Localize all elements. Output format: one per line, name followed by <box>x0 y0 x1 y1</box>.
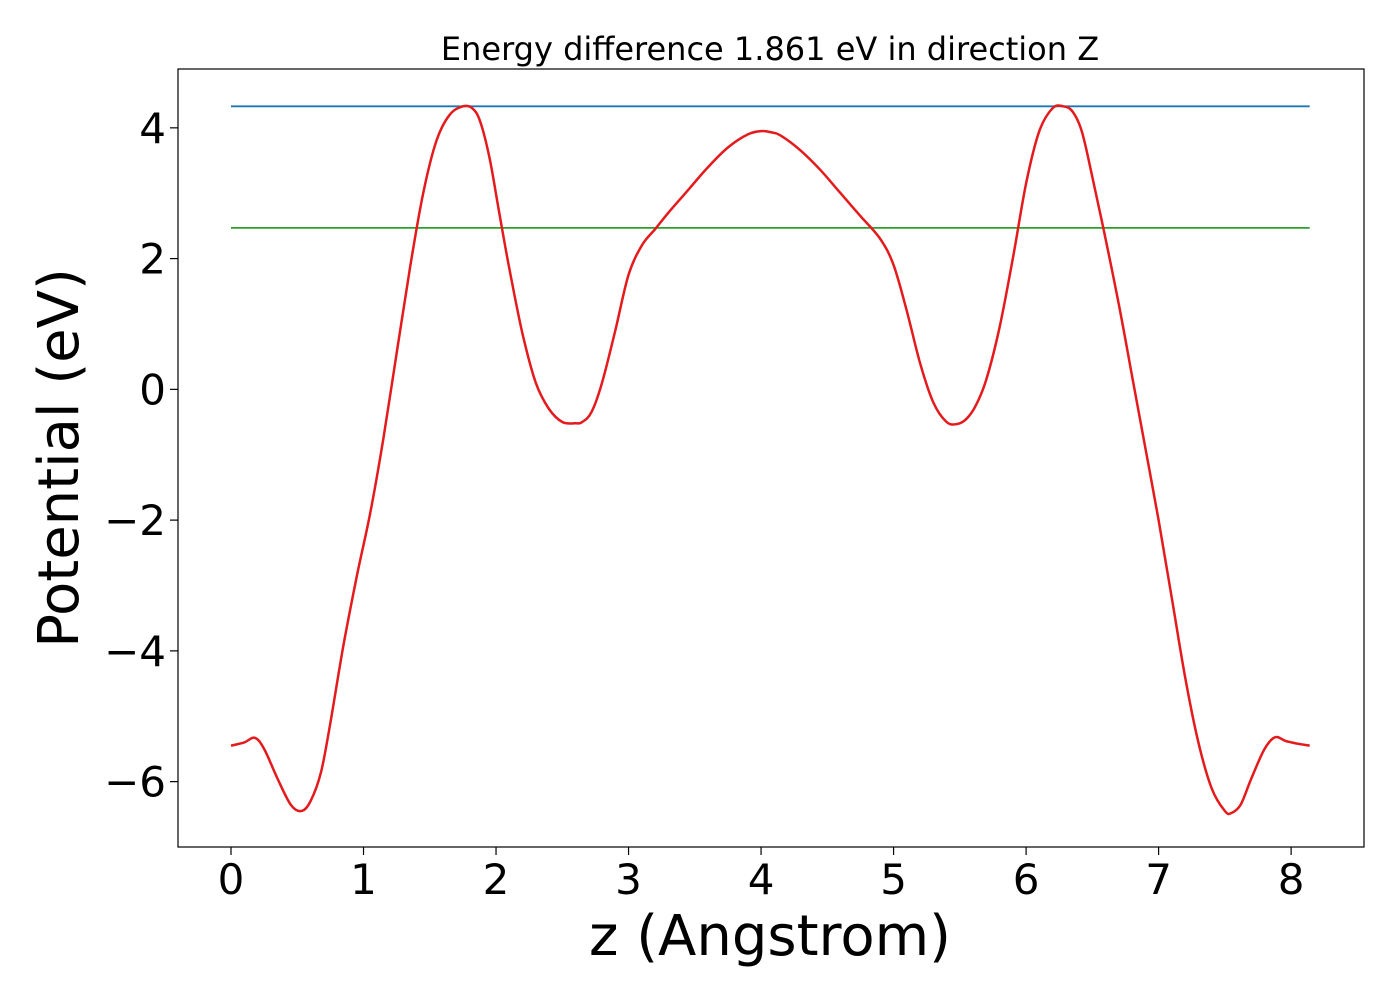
x-tick-label: 6 <box>1013 855 1040 904</box>
x-tick-label: 0 <box>218 855 245 904</box>
x-axis-label: z (Angstrom) <box>589 904 951 969</box>
y-tick-label: −4 <box>104 627 166 676</box>
y-tick-label: 0 <box>139 365 166 414</box>
x-tick-label: 7 <box>1145 855 1172 904</box>
x-tick-label: 3 <box>615 855 642 904</box>
x-tick-label: 2 <box>483 855 510 904</box>
x-axis: 0 1 2 3 4 5 6 7 8 <box>218 847 1305 904</box>
x-tick-label: 8 <box>1278 855 1305 904</box>
y-tick-label: 2 <box>139 235 166 284</box>
series-layer <box>230 104 1310 816</box>
y-tick-label: −6 <box>104 758 166 807</box>
plot-frame <box>177 68 1365 848</box>
y-axis: −6 −4 −2 0 2 4 <box>104 104 178 807</box>
series-line-0 <box>230 104 1310 816</box>
y-tick-label: 4 <box>139 104 166 153</box>
y-axis-label: Potential (eV) <box>27 268 92 648</box>
x-tick-label: 1 <box>350 855 377 904</box>
x-tick-label: 4 <box>748 855 775 904</box>
chart-title: Energy difference 1.861 eV in direction … <box>441 30 1099 68</box>
y-tick-label: −2 <box>104 496 166 545</box>
x-tick-label: 5 <box>880 855 907 904</box>
